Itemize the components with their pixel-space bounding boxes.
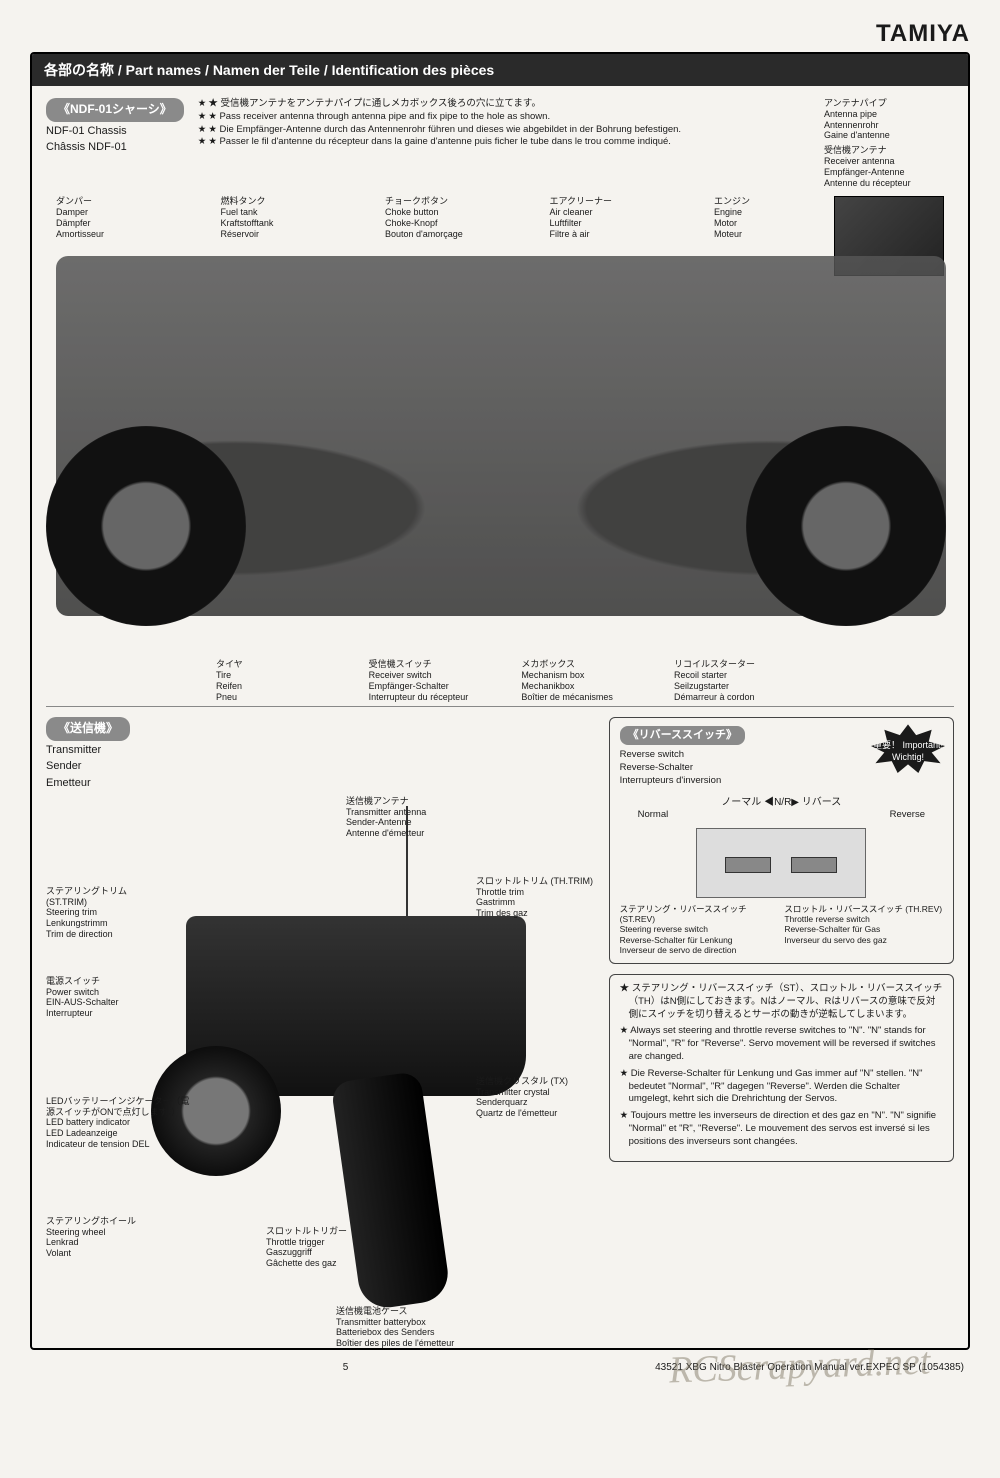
tx-sub1: Transmitter — [46, 743, 599, 757]
section-divider — [46, 706, 954, 707]
note-2: ★ Always set steering and throttle rever… — [620, 1025, 943, 1063]
label-tx-antenna: 送信機アンテナTransmitter antennaSender-Antenne… — [346, 796, 426, 839]
label-battery-box: 送信機電池ケースTransmitter batteryboxBatteriebo… — [336, 1306, 454, 1349]
reverse-switch-callout: 重要！ Important! Wichtig! 《リバーススイッチ》 Rever… — [609, 717, 954, 964]
receiver-antenna-label: 受信機アンテナ Receiver antenna Empfänger-Anten… — [824, 145, 954, 188]
rev-normal-line: ノーマル ◀N/R▶ リバース — [620, 796, 943, 810]
transmitter-section: 《送信機》 Transmitter Sender Emetteur ステアリング… — [46, 717, 954, 1335]
chassis-sub2: Châssis NDF-01 — [46, 140, 184, 154]
chassis-instructions: ★ 受信機アンテナをアンテナパイプに通しメカボックス後ろの穴に立てます。 ★ P… — [198, 98, 810, 149]
page-title-bar: 各部の名称 / Part names / Namen der Teile / I… — [32, 54, 968, 86]
label-th-trim: スロットルトリム (TH.TRIM)Throttle trimGastrimmT… — [476, 876, 593, 919]
label-power-switch: 電源スイッチPower switchEIN-AUS-SchalterInterr… — [46, 976, 119, 1019]
label-st-trim: ステアリングトリム (ST.TRIM)Steering trimLenkungs… — [46, 886, 166, 940]
label-throttle-trigger: スロットルトリガーThrottle triggerGaszuggriffGâch… — [266, 1226, 347, 1269]
watermark: RCScrapyard.net — [668, 1339, 931, 1392]
label-tx-crystal: 送信機クリスタル (TX)Transmitter crystalSenderqu… — [476, 1076, 568, 1119]
chassis-diagram: ダンパーDamperDämpferAmortisseur 燃料タンクFuel t… — [46, 196, 954, 696]
th-rev-block: スロットル・リバーススイッチ (TH.REV) Throttle reverse… — [784, 904, 943, 955]
label-engine: エンジンEngineMotorMoteur — [714, 196, 824, 239]
tx-sub2: Sender — [46, 759, 599, 773]
label-choke: チョークボタンChoke buttonChoke-KnopfBouton d'a… — [385, 196, 495, 239]
label-led: LEDバッテリーインジケーター（電源スイッチがONで点灯します。）LED bat… — [46, 1096, 196, 1150]
chassis-section: 《NDF-01シャーシ》 NDF-01 Chassis Châssis NDF-… — [46, 98, 954, 696]
label-receiver-switch: 受信機スイッチReceiver switchEmpfänger-Schalter… — [369, 659, 479, 702]
chassis-bottom-labels: タイヤTireReifenPneu 受信機スイッチReceiver switch… — [216, 659, 784, 702]
note-3: ★ Die Reverse-Schalter für Lenkung und G… — [620, 1068, 943, 1106]
page-number: 5 — [343, 1362, 349, 1373]
note-4: ★ Toujours mettre les inverseurs de dire… — [620, 1110, 943, 1148]
rev-title-fr: Interrupteurs d'inversion — [620, 775, 943, 788]
label-mechbox: メカボックスMechanism boxMechanikboxBoîtier de… — [521, 659, 631, 702]
note-1: ★ ステアリング・リバーススイッチ（ST）、スロットル・リバーススイッチ（TH）… — [620, 983, 943, 1021]
rear-wheel — [746, 426, 946, 626]
label-fueltank: 燃料タンクFuel tankKraftstofftankRéservoir — [221, 196, 331, 239]
rev-reverse-en: Reverse — [890, 809, 925, 822]
instr-1: ★ 受信機アンテナをアンテナパイプに通しメカボックス後ろの穴に立てます。 — [198, 98, 810, 111]
switch-diagram — [696, 828, 866, 898]
label-damper: ダンパーDamperDämpferAmortisseur — [56, 196, 166, 239]
tx-box-title: 《送信機》 — [46, 717, 130, 741]
label-aircleaner: エアクリーナーAir cleanerLuftfilterFiltre à air — [550, 196, 660, 239]
transmitter-diagram: ステアリングトリム (ST.TRIM)Steering trimLenkungs… — [46, 796, 599, 1336]
brand-logo: TAMIYA — [30, 20, 970, 48]
label-steering-wheel: ステアリングホイールSteering wheelLenkradVolant — [46, 1216, 136, 1259]
st-rev-block: ステアリング・リバーススイッチ (ST.REV) Steering revers… — [620, 904, 779, 955]
antenna-pipe-label: アンテナパイプ Antenna pipe Antennenrohr Gaine … — [824, 98, 954, 141]
instr-2: ★ Pass receiver antenna through antenna … — [198, 111, 810, 124]
rev-normal-en: Normal — [638, 809, 669, 822]
instr-3: ★ Die Empfänger-Antenne durch das Antenn… — [198, 124, 810, 137]
chassis-box-title: 《NDF-01シャーシ》 — [46, 98, 184, 122]
rev-title-jp: 《リバーススイッチ》 — [620, 726, 745, 745]
chassis-top-labels: ダンパーDamperDämpferAmortisseur 燃料タンクFuel t… — [176, 196, 824, 239]
tx-grip-shape — [330, 1071, 451, 1311]
chassis-sub1: NDF-01 Chassis — [46, 124, 184, 138]
label-tire: タイヤTireReifenPneu — [216, 659, 326, 702]
front-wheel — [46, 426, 246, 626]
label-recoil: リコイルスターターRecoil starterSeilzugstarterDém… — [674, 659, 784, 702]
reverse-notes: ★ ステアリング・リバーススイッチ（ST）、スロットル・リバーススイッチ（TH）… — [609, 974, 954, 1162]
tx-sub3: Emetteur — [46, 776, 599, 790]
page-frame: 各部の名称 / Part names / Namen der Teile / I… — [30, 52, 970, 1350]
instr-4: ★ Passer le fil d'antenne du récepteur d… — [198, 136, 810, 149]
